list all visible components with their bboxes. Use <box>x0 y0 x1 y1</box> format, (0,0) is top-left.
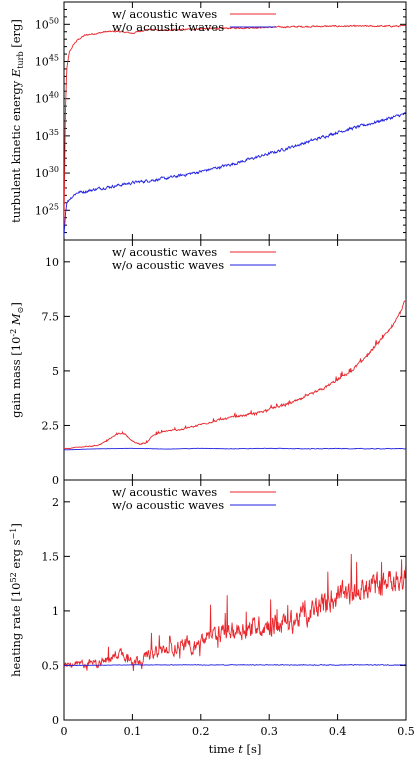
panel-3: 0 0.5 1 1.5 2 0 0.1 0.2 0.3 0.4 0.5 heating rate [1… <box>9 479 415 756</box>
x-tick-label: 0 <box>61 725 68 738</box>
y-tick-label: 1045 <box>35 54 59 69</box>
legend-label: w/o acoustic waves <box>112 498 224 512</box>
y-tick-label: 1025 <box>35 202 59 217</box>
y-tick-label: 1035 <box>35 128 59 143</box>
legend-label: w/ acoustic waves <box>112 245 217 259</box>
x-tick-label: 0.5 <box>397 725 415 738</box>
series-line-without-acoustic-waves <box>64 447 406 451</box>
x-axis-label: time t [s] <box>209 742 262 756</box>
y-axis-label: heating rate [1052 erg s−1] <box>9 523 23 677</box>
y-tick-label: 2.5 <box>42 419 60 432</box>
y-tick-label: 1 <box>52 605 59 618</box>
series-line-with-acoustic-waves <box>64 298 406 450</box>
panel-2: 0 2.5 5 7.5 10 gain mass [10-2 M⊙] w/ acoustic… <box>9 239 407 487</box>
y-tick-label: 1.5 <box>42 550 60 563</box>
plot-frame <box>63 1 407 241</box>
y-tick-label: 5 <box>52 365 59 378</box>
series-line-with-acoustic-waves <box>64 24 406 226</box>
series-line-with-acoustic-waves <box>64 553 406 671</box>
plot-frame <box>63 479 407 721</box>
series-line-without-acoustic-waves <box>64 663 406 666</box>
x-tick-label: 0.2 <box>192 725 210 738</box>
y-axis-label: gain mass [10-2 M⊙] <box>9 302 25 418</box>
plot-frame <box>63 239 407 481</box>
y-tick-label: 0 <box>52 474 59 487</box>
x-tick-label: 0.3 <box>260 725 278 738</box>
legend-label: w/ acoustic waves <box>112 7 217 21</box>
y-tick-label: 7.5 <box>42 310 60 323</box>
y-tick-label: 0.5 <box>42 659 60 672</box>
series-line-without-acoustic-waves <box>64 111 406 237</box>
y-tick-label: 10 <box>45 256 59 269</box>
y-tick-label: 1030 <box>35 165 59 180</box>
y-tick-label: 0 <box>52 714 59 727</box>
legend-label: w/o acoustic waves <box>112 20 224 34</box>
y-tick-label: 1040 <box>35 91 59 106</box>
y-tick-label: 2 <box>52 496 59 509</box>
y-axis-label: turbulent kinetic energy Eturb [erg] <box>9 19 25 223</box>
x-tick-label: 0.1 <box>124 725 142 738</box>
legend-label: w/o acoustic waves <box>112 258 224 272</box>
legend-label: w/ acoustic waves <box>112 485 217 499</box>
x-tick-label: 0.4 <box>329 725 347 738</box>
y-tick-label: 1050 <box>35 16 59 31</box>
panel-1: 1025 1030 1035 1040 1045 1050 turbulent kineti… <box>9 1 407 241</box>
